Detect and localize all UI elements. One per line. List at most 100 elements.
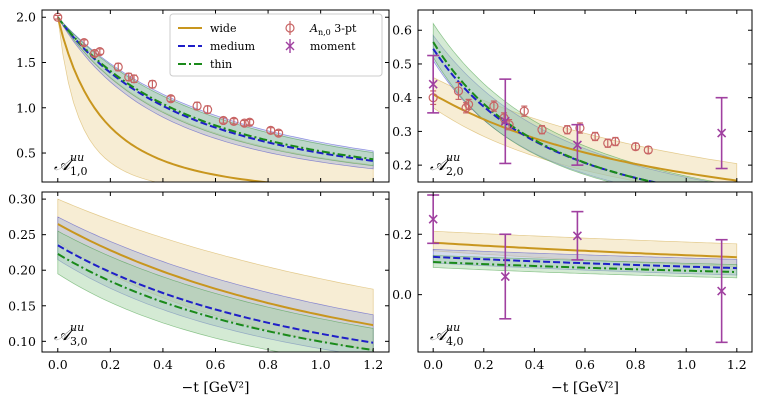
y-tick-label: 1.0 <box>16 100 36 115</box>
moment-point <box>428 79 438 89</box>
pt3-point <box>229 116 239 126</box>
x-tick-label: 0.2 <box>100 357 120 372</box>
x-tick-label: 0.6 <box>206 357 226 372</box>
pt3-point <box>610 136 620 147</box>
pt3-point <box>124 72 134 82</box>
pt3-point <box>590 131 600 142</box>
y-tick-label: 1.5 <box>16 55 36 70</box>
plot-area <box>57 198 374 352</box>
panel-label-sub: 4,0 <box>446 335 464 348</box>
x-tick-label: 0.2 <box>474 357 494 372</box>
band-medium <box>57 216 374 352</box>
pt3-point <box>266 125 276 135</box>
panel-label: 𝒜 <box>430 155 451 175</box>
plot-area <box>427 22 738 182</box>
pt3-point <box>562 125 572 135</box>
band-wide <box>432 76 738 182</box>
legend: wide medium thin An,0 3-pt moment <box>169 13 383 77</box>
x-tick-label: 1.2 <box>363 357 383 372</box>
pt3-point <box>113 62 123 72</box>
pt3-point <box>79 37 89 48</box>
panel-a20: 0.2 0.3 0.4 0.5 0.6 𝒜 uu2,0 <box>392 9 753 183</box>
legend-swatch-pt3 <box>285 23 295 33</box>
legend-box <box>169 13 383 77</box>
x-axis-label: −t [GeV²] <box>551 380 619 396</box>
x-tick-label: 0.4 <box>524 357 544 372</box>
panel-label-sub: 3,0 <box>70 335 88 348</box>
legend-swatch-moment <box>285 41 295 51</box>
panel-label: 𝒜 <box>54 155 75 175</box>
y-tick-label: 0.2 <box>392 158 412 173</box>
curve-wide <box>432 93 737 182</box>
x-tick-label: 0.6 <box>575 357 595 372</box>
curve-wide <box>433 241 737 259</box>
panel-a30: 0.0 0.2 0.4 0.6 0.8 1.0 1.2 0.10 0.15 0.20 0.25 0.3… <box>8 191 390 396</box>
panel-label-sup: uu <box>70 151 84 164</box>
plot-area <box>427 194 738 344</box>
y-tick-label: 0.25 <box>8 227 36 242</box>
x-tick-label: 0.0 <box>423 357 443 372</box>
panel-label: 𝒜 <box>54 325 75 345</box>
y-tick-label: 0.4 <box>392 90 412 105</box>
x-tick-label: 0.8 <box>258 357 278 372</box>
band-thin <box>57 230 374 352</box>
legend-label-pt3: An,0 3-pt <box>309 22 357 37</box>
pt3-point <box>273 128 284 138</box>
panel-label-sub: 2,0 <box>446 165 464 178</box>
pt3-point <box>643 145 653 155</box>
curve-medium <box>56 16 374 162</box>
y-tick-label: 0.30 <box>8 192 36 207</box>
moment-point <box>500 116 510 126</box>
pt3-point <box>147 79 158 89</box>
moment-point <box>572 140 582 150</box>
x-tick-label: 0.8 <box>626 357 646 372</box>
band-wide <box>432 230 738 267</box>
x-axis-label: −t [GeV²] <box>182 380 250 396</box>
curve-thin <box>433 261 737 273</box>
x-tick-label: 1.0 <box>311 357 331 372</box>
pt3-point <box>129 74 139 84</box>
y-tick-label: 0.3 <box>392 124 412 139</box>
x-tick-label: 0.4 <box>153 357 173 372</box>
moment-point <box>500 271 510 282</box>
pt3-point <box>245 117 255 127</box>
y-tick-label: 2.0 <box>16 10 36 25</box>
plot-area <box>53 12 374 182</box>
curve-wide <box>56 16 274 182</box>
y-tick-label: 0.5 <box>392 56 412 71</box>
y-tick-label: 0.2 <box>392 227 412 242</box>
panel-label: 𝒜 <box>430 325 451 345</box>
moment-point <box>717 286 727 296</box>
panel-label-sup: uu <box>446 321 460 334</box>
pt3-point <box>537 125 547 135</box>
y-tick-label: 0.6 <box>392 23 412 38</box>
legend-label-thin: thin <box>210 58 232 71</box>
panel-label-sub: 1,0 <box>70 165 88 178</box>
pt3-point <box>631 141 641 152</box>
curve-medium <box>433 255 737 270</box>
curve-thin <box>57 253 374 352</box>
pt3-point <box>453 86 464 96</box>
pt3-point <box>95 47 105 57</box>
legend-label-medium: medium <box>210 40 256 53</box>
pt3-point <box>519 106 529 116</box>
pt3-point <box>489 101 499 111</box>
y-tick-label: 0.15 <box>8 298 36 313</box>
x-tick-label: 0.0 <box>48 357 68 372</box>
curve-thin <box>432 41 658 182</box>
pt3-point <box>239 118 250 128</box>
y-tick-label: 0.5 <box>16 146 36 161</box>
x-tick-label: 1.0 <box>676 357 696 372</box>
moment-point <box>717 128 727 138</box>
curve-medium <box>57 244 374 344</box>
pt3-point <box>203 104 213 115</box>
pt3-point <box>218 115 228 126</box>
pt3-point <box>166 94 176 104</box>
panel-a40: 0.0 0.2 0.4 0.6 0.8 1.0 1.2 0.0 0.2 −t [GeV²] 𝒜 uu4… <box>392 191 753 396</box>
legend-label-moment: moment <box>310 40 356 53</box>
curve-thin <box>57 16 374 161</box>
y-tick-label: 0.10 <box>8 334 36 349</box>
moment-point <box>572 231 582 241</box>
y-tick-label: 0.20 <box>8 263 36 278</box>
y-tick-label: 0.0 <box>392 287 412 302</box>
